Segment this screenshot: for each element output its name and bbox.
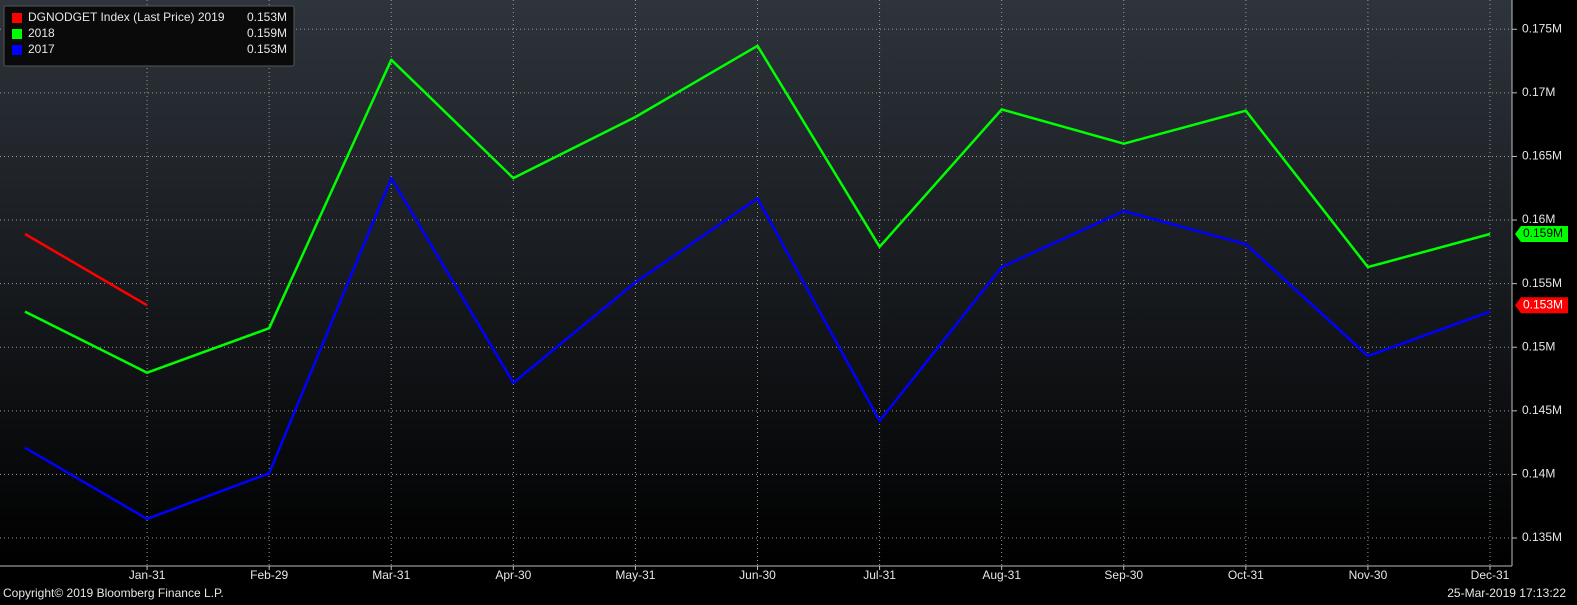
series-line (24, 232, 148, 307)
value-badge (1515, 297, 1568, 314)
footer-right: 25-Mar-2019 17:13:22 (1447, 586, 1566, 600)
legend-swatch (12, 13, 22, 23)
legend-value: 0.159M (247, 26, 287, 40)
x-tick-label: Oct-31 (1228, 568, 1264, 582)
y-tick-label: 0.145M (1522, 403, 1562, 417)
x-tick-label: Feb-29 (250, 568, 288, 582)
legend-value: 0.153M (247, 42, 287, 56)
series-line (24, 176, 1491, 521)
y-tick-label: 0.155M (1522, 276, 1562, 290)
x-tick-label: Jul-31 (863, 568, 896, 582)
x-tick-label: May-31 (615, 568, 655, 582)
y-tick-label: 0.165M (1522, 149, 1562, 163)
footer-left: Copyright© 2019 Bloomberg Finance L.P. (3, 586, 224, 600)
y-tick-label: 0.175M (1522, 21, 1562, 35)
plot-area (0, 0, 1512, 566)
x-tick-label: Sep-30 (1104, 568, 1143, 582)
series-line (24, 44, 1491, 374)
legend-label: DGNODGET Index (Last Price) 2019 (28, 10, 225, 24)
legend-swatch (12, 45, 22, 55)
x-tick-label: Apr-30 (495, 568, 531, 582)
value-badge-label: 0.159M (1523, 226, 1563, 240)
x-tick-label: Aug-31 (982, 568, 1021, 582)
legend-label: 2017 (28, 42, 55, 56)
x-tick-label: Nov-30 (1349, 568, 1388, 582)
y-tick-label: 0.17M (1522, 85, 1555, 99)
x-tick-label: Jun-30 (739, 568, 776, 582)
y-tick-label: 0.15M (1522, 339, 1555, 353)
value-badge (1515, 226, 1568, 243)
legend-swatch (12, 29, 22, 39)
legend-box (3, 5, 295, 67)
value-badge-label: 0.153M (1523, 297, 1563, 311)
legend: DGNODGET Index (Last Price) 2019 0.153M 20… (3, 5, 295, 67)
y-tick-label: 0.14M (1522, 467, 1555, 481)
legend-label: 2018 (28, 26, 55, 40)
x-tick-label: Dec-31 (1471, 568, 1510, 582)
y-tick-label: 0.135M (1522, 530, 1562, 544)
legend-value: 0.153M (247, 10, 287, 24)
x-tick-label: Mar-31 (372, 568, 410, 582)
y-tick-label: 0.16M (1522, 212, 1555, 226)
x-tick-label: Jan-31 (129, 568, 166, 582)
